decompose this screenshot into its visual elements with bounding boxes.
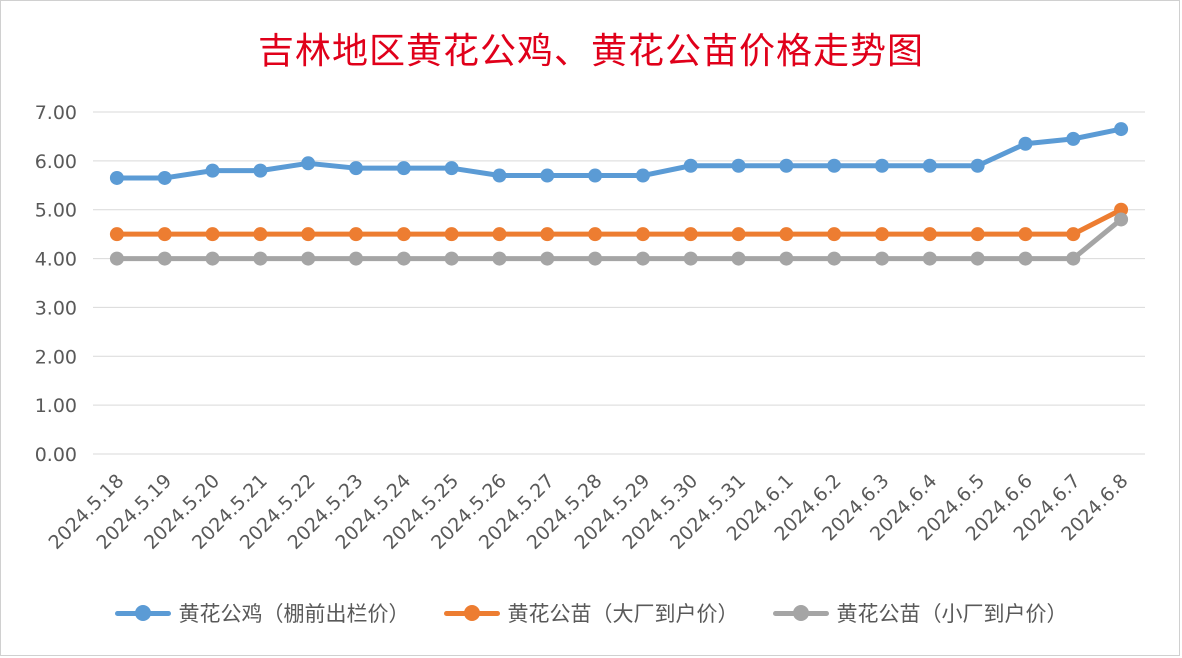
data-point-series-3	[1018, 251, 1033, 266]
data-point-series-1	[109, 170, 124, 185]
data-point-series-1	[157, 170, 172, 185]
data-point-series-3	[301, 251, 316, 266]
data-point-series-3	[635, 251, 650, 266]
data-point-series-1	[1114, 122, 1129, 137]
y-tick-label: 0.00	[35, 444, 77, 466]
data-point-series-1	[827, 158, 842, 173]
legend-label: 黄花公苗（小厂到户价）	[836, 602, 1068, 626]
data-point-series-3	[253, 251, 268, 266]
data-point-series-2	[253, 227, 268, 242]
data-point-series-1	[444, 161, 459, 176]
series-line-2	[114, 207, 1124, 237]
y-tick-label: 5.00	[35, 200, 77, 222]
data-point-series-2	[635, 227, 650, 242]
data-point-series-2	[588, 227, 603, 242]
line-chart: 0.001.002.003.004.005.006.007.002024.5.1…	[35, 102, 1145, 554]
data-point-series-1	[1018, 136, 1033, 151]
data-point-series-3	[540, 251, 555, 266]
data-point-series-1	[731, 158, 746, 173]
data-point-series-1	[635, 168, 650, 183]
data-point-series-1	[540, 168, 555, 183]
data-point-series-3	[683, 251, 698, 266]
data-point-series-1	[683, 158, 698, 173]
legend-label: 黄花公苗（大厂到户价）	[507, 602, 739, 626]
data-point-series-3	[492, 251, 507, 266]
data-point-series-1	[779, 158, 794, 173]
data-point-series-2	[779, 227, 794, 242]
data-point-series-1	[875, 158, 889, 173]
y-tick-label: 4.00	[35, 249, 77, 271]
y-tick-label: 2.00	[35, 346, 77, 368]
data-point-series-3	[1114, 212, 1129, 227]
data-point-series-3	[1066, 251, 1081, 266]
legend-item-3: 黄花公苗（小厂到户价）	[772, 598, 1068, 628]
data-point-series-2	[205, 227, 220, 242]
y-tick-label: 6.00	[35, 151, 77, 173]
data-point-series-3	[731, 251, 746, 266]
legend-item-2: 黄花公苗（大厂到户价）	[443, 598, 739, 628]
legend-swatch	[114, 603, 171, 623]
data-point-series-1	[349, 161, 363, 176]
data-point-series-1	[588, 168, 603, 183]
data-point-series-3	[875, 251, 889, 266]
data-point-series-2	[875, 227, 889, 242]
data-point-series-1	[396, 161, 411, 176]
data-point-series-3	[349, 251, 363, 266]
data-point-series-3	[779, 251, 794, 266]
series-line-1	[114, 126, 1124, 181]
data-point-series-3	[588, 251, 603, 266]
data-point-series-1	[301, 156, 316, 171]
data-point-series-2	[1114, 202, 1129, 217]
legend-swatch	[772, 603, 829, 623]
data-point-series-3	[922, 251, 937, 266]
data-point-series-3	[205, 251, 220, 266]
data-point-series-2	[109, 227, 124, 242]
data-point-series-3	[109, 251, 124, 266]
legend-swatch	[443, 603, 500, 623]
data-point-series-2	[1066, 227, 1081, 242]
data-point-series-2	[540, 227, 555, 242]
data-point-series-2	[301, 227, 316, 242]
data-point-series-1	[492, 168, 507, 183]
data-point-series-1	[253, 163, 268, 178]
data-point-series-2	[1018, 227, 1033, 242]
chart-legend: 黄花公鸡（棚前出栏价） 黄花公苗（大厂到户价） 黄花公苗（小厂到户价）	[0, 596, 1182, 630]
data-point-series-1	[922, 158, 937, 173]
data-point-series-3	[970, 251, 985, 266]
series-line-3	[114, 216, 1124, 262]
data-point-series-2	[731, 227, 746, 242]
data-point-series-1	[970, 158, 985, 173]
data-point-series-3	[827, 251, 842, 266]
data-point-series-2	[827, 227, 842, 242]
data-point-series-3	[157, 251, 172, 266]
data-point-series-2	[683, 227, 698, 242]
legend-label: 黄花公鸡（棚前出栏价）	[178, 602, 410, 626]
data-point-series-2	[157, 227, 172, 242]
y-tick-label: 7.00	[35, 102, 77, 124]
chart-title: 吉林地区黄花公鸡、黄花公苗价格走势图	[257, 31, 924, 72]
legend-item-1: 黄花公鸡（棚前出栏价）	[114, 598, 410, 628]
data-point-series-2	[922, 227, 937, 242]
data-point-series-3	[396, 251, 411, 266]
data-point-series-2	[396, 227, 411, 242]
data-point-series-2	[444, 227, 459, 242]
data-point-series-1	[1066, 131, 1081, 146]
data-point-series-2	[349, 227, 363, 242]
y-tick-label: 3.00	[35, 297, 77, 319]
data-point-series-1	[205, 163, 220, 178]
data-point-series-3	[444, 251, 459, 266]
data-point-series-2	[970, 227, 985, 242]
data-point-series-2	[492, 227, 507, 242]
y-tick-label: 1.00	[35, 395, 77, 417]
